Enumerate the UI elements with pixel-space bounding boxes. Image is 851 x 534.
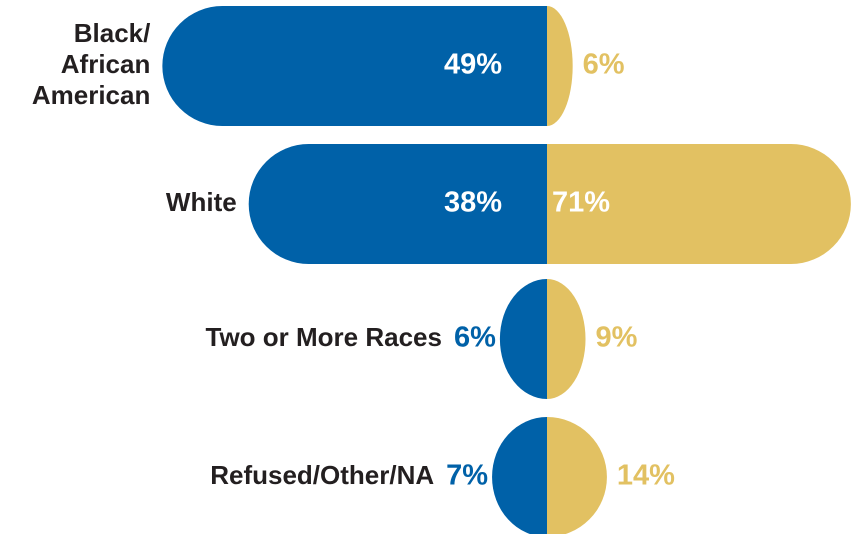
value-label: 14% bbox=[617, 460, 675, 492]
bar-left bbox=[499, 279, 547, 399]
bar-left bbox=[248, 144, 548, 264]
category-label: Two or More Races bbox=[206, 322, 442, 352]
value-label: 71% bbox=[552, 187, 610, 219]
category-label: White bbox=[166, 187, 237, 217]
value-label: 49% bbox=[444, 49, 502, 81]
bar-left bbox=[492, 417, 547, 534]
value-label: 6% bbox=[454, 322, 496, 354]
bar-right bbox=[547, 144, 851, 264]
bar-left bbox=[162, 6, 547, 126]
bar-right bbox=[547, 279, 586, 399]
value-label: 6% bbox=[583, 49, 625, 81]
category-label: Black/African American bbox=[32, 18, 151, 110]
bar-right bbox=[547, 417, 607, 534]
value-label: 38% bbox=[444, 187, 502, 219]
value-label: 9% bbox=[596, 322, 638, 354]
value-label: 7% bbox=[446, 460, 488, 492]
category-label: Refused/Other/NA bbox=[210, 460, 434, 490]
bar-right bbox=[547, 6, 573, 126]
